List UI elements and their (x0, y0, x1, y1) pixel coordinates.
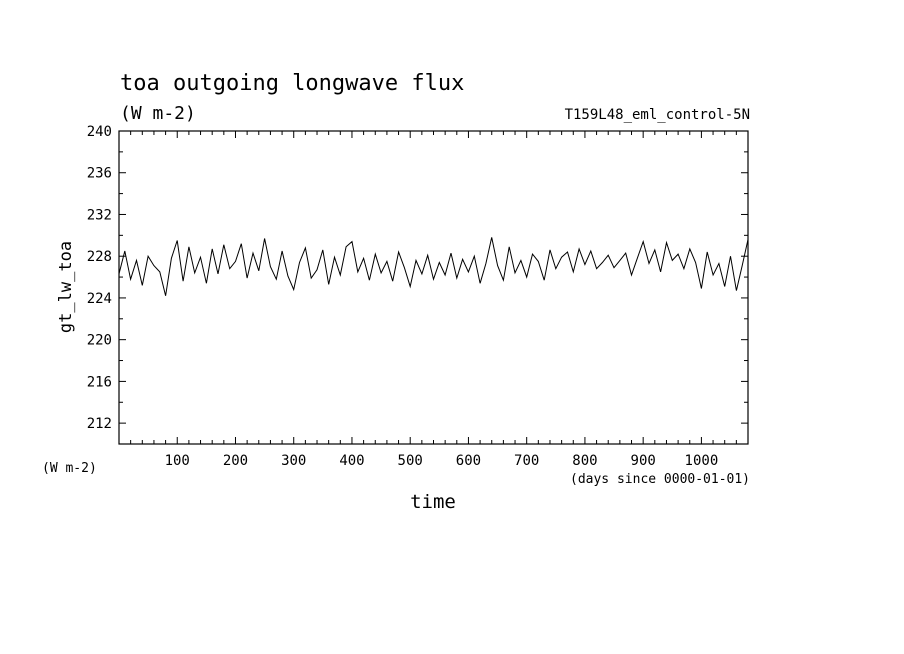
x-axis-label: time (410, 491, 456, 513)
x-tick-label: 1000 (685, 453, 719, 469)
y-tick-label: 220 (87, 333, 112, 349)
x-tick-label: 500 (398, 453, 423, 469)
units-label: (W m-2) (120, 103, 196, 124)
run-label: T159L48_eml_control-5N (565, 107, 750, 123)
x-axis-ticks: 100 200 300 400 500 600 700 800 900 1000 (130, 131, 737, 469)
plot-frame (118, 130, 749, 445)
y-tick-label: 228 (87, 249, 112, 265)
y-tick-label: 232 (87, 207, 112, 223)
x-tick-label: 400 (339, 453, 364, 469)
series-line (118, 237, 749, 296)
x-tick-label: 100 (165, 453, 190, 469)
y-axis-label: gt_lw_toa (56, 241, 76, 333)
y-tick-label: 224 (87, 291, 112, 307)
y-unit-label: (W m-2) (42, 461, 97, 476)
y-axis-ticks: 212 216 220 224 228 232 236 240 (87, 124, 748, 445)
x-tick-label: 600 (456, 453, 481, 469)
y-tick-label: 236 (87, 166, 112, 182)
x-unit-label: (days since 0000-01-01) (570, 472, 750, 487)
x-tick-label: 800 (572, 453, 597, 469)
x-tick-label: 300 (281, 453, 306, 469)
chart-title: toa outgoing longwave flux (120, 71, 464, 96)
y-tick-label: 212 (87, 416, 112, 432)
x-tick-label: 900 (631, 453, 656, 469)
y-tick-label: 240 (87, 124, 112, 140)
x-tick-label: 200 (223, 453, 248, 469)
y-tick-label: 216 (87, 374, 112, 390)
x-tick-label: 700 (514, 453, 539, 469)
